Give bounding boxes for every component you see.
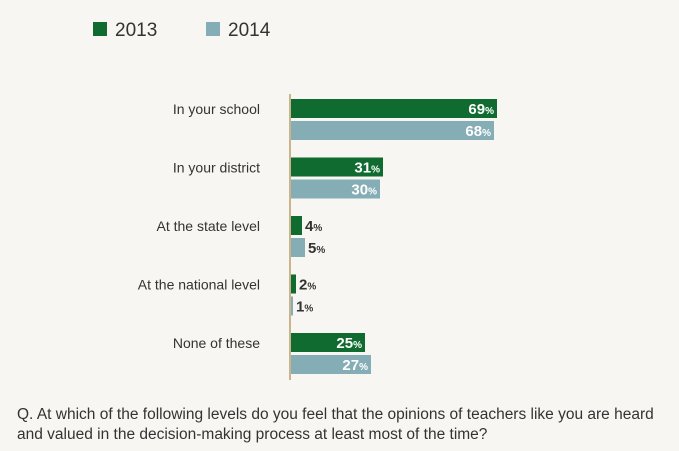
value-label-at-the-state-level-2013: 4% xyxy=(305,218,322,235)
legend: 2013 2014 xyxy=(93,20,271,41)
value-label-none-of-these-2013: 25% xyxy=(336,335,362,352)
category-label-in-your-district: In your district xyxy=(173,160,260,176)
bars: 69% 68% 31% 30% 4% 5% 2% 1% 25% 27% xyxy=(290,99,497,374)
bar-in-your-district-2013 xyxy=(290,157,383,177)
value-label-at-the-national-level-2014: 1% xyxy=(296,299,313,316)
bar-in-your-school-2014 xyxy=(290,121,494,140)
bar-at-the-national-level-2014 xyxy=(290,296,293,316)
value-label-in-your-district-2013: 31% xyxy=(354,160,380,177)
bar-at-the-state-level-2014 xyxy=(290,238,305,257)
legend-swatch-2014 xyxy=(206,22,220,36)
bar-in-your-district-2014 xyxy=(290,179,380,199)
value-label-none-of-these-2014: 27% xyxy=(342,357,368,374)
bar-none-of-these-2013 xyxy=(290,333,365,352)
bar-at-the-national-level-2013 xyxy=(290,274,296,294)
value-label-at-the-state-level-2014: 5% xyxy=(308,240,325,257)
value-label-in-your-school-2014: 68% xyxy=(465,123,491,140)
value-label-in-your-district-2014: 30% xyxy=(351,182,377,199)
bar-in-your-school-2013 xyxy=(290,99,497,118)
question-text: Q. At which of the following levels do y… xyxy=(17,406,654,443)
bar-none-of-these-2014 xyxy=(290,355,371,374)
category-labels: In your school In your district At the sta… xyxy=(138,101,260,351)
legend-swatch-2013 xyxy=(93,22,107,36)
bar-at-the-state-level-2013 xyxy=(290,216,302,235)
category-label-in-your-school: In your school xyxy=(173,101,260,117)
category-label-none-of-these: None of these xyxy=(173,335,260,351)
value-label-in-your-school-2013: 69% xyxy=(468,101,494,118)
value-label-at-the-national-level-2013: 2% xyxy=(299,277,316,294)
legend-label-2014: 2014 xyxy=(228,20,271,41)
legend-label-2013: 2013 xyxy=(115,20,157,41)
category-label-at-the-state-level: At the state level xyxy=(156,218,260,234)
category-label-at-the-national-level: At the national level xyxy=(138,277,260,293)
bar-chart: 2013 2014 69% 68% 31% 30% 4% 5% 2% 1% 25% 27% In y… xyxy=(93,20,497,380)
